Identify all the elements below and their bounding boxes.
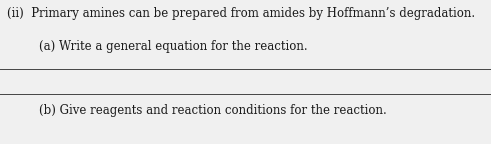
Text: (a) Write a general equation for the reaction.: (a) Write a general equation for the rea… <box>39 40 308 53</box>
Text: (b) Give reagents and reaction conditions for the reaction.: (b) Give reagents and reaction condition… <box>39 104 387 117</box>
Text: (ii)  Primary amines can be prepared from amides by Hoffmann’s degradation.: (ii) Primary amines can be prepared from… <box>7 7 475 20</box>
